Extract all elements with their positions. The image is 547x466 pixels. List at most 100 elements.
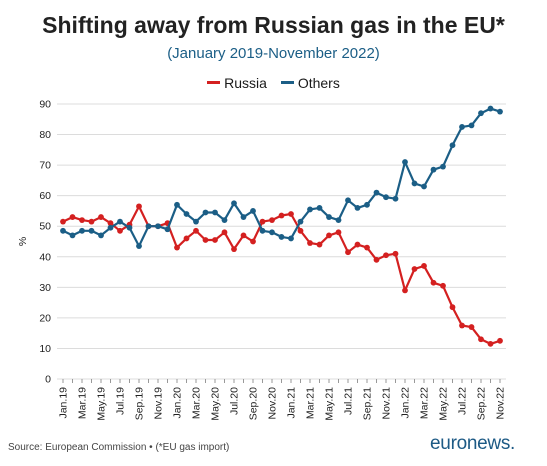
data-point-others: [155, 223, 161, 230]
x-tick-label: Nov.21: [381, 387, 393, 420]
data-point-others: [459, 124, 465, 130]
data-point-others: [497, 108, 503, 115]
data-point-russia: [402, 287, 408, 294]
x-tick-label: May.20: [210, 387, 222, 421]
data-point-russia: [459, 322, 465, 329]
chart-title: Shifting away from Russian gas in the EU…: [42, 12, 505, 38]
data-point-others: [345, 197, 351, 204]
x-tick-label: Jul.19: [115, 387, 127, 415]
x-tick-label: Jan.21: [286, 387, 298, 419]
x-tick-label: May.19: [96, 387, 108, 421]
data-point-others: [193, 218, 199, 225]
data-point-russia: [212, 237, 218, 243]
data-point-others: [107, 224, 114, 231]
data-point-russia: [79, 217, 85, 224]
data-point-russia: [278, 212, 285, 219]
data-point-russia: [345, 249, 351, 256]
data-point-others: [354, 204, 361, 211]
data-point-russia: [373, 256, 380, 263]
x-tick-label: Jan.19: [58, 387, 70, 419]
y-tick-label: 60: [39, 190, 51, 202]
data-point-russia: [316, 241, 323, 248]
data-point-russia: [392, 250, 399, 257]
data-point-others: [316, 204, 323, 211]
data-point-others: [468, 122, 475, 129]
data-point-others: [136, 243, 142, 249]
data-point-others: [392, 195, 399, 202]
data-point-russia: [297, 227, 304, 234]
y-tick-label: 70: [39, 160, 51, 172]
data-point-russia: [136, 203, 142, 210]
data-point-others: [183, 211, 190, 217]
data-point-others: [117, 218, 123, 225]
x-tick-label: Mar.19: [77, 387, 89, 419]
data-point-others: [221, 217, 228, 224]
data-point-others: [231, 200, 237, 207]
legend-item-others: Others: [280, 74, 340, 91]
data-point-others: [145, 223, 152, 230]
y-tick-label: 50: [39, 221, 51, 233]
x-tick-label: Sep.22: [476, 387, 488, 420]
data-point-russia: [98, 214, 104, 220]
data-point-russia: [307, 240, 313, 246]
data-point-russia: [60, 218, 66, 225]
data-point-russia: [487, 340, 494, 347]
data-point-others: [259, 227, 266, 234]
data-point-others: [421, 183, 427, 190]
data-point-russia: [430, 279, 437, 286]
x-tick-label: Nov.19: [153, 387, 165, 420]
legend-swatch-others: [280, 81, 294, 84]
legend-swatch-russia: [207, 81, 221, 84]
data-point-others: [278, 234, 285, 240]
data-point-others: [212, 209, 218, 216]
data-point-russia: [202, 237, 209, 243]
data-point-others: [88, 227, 95, 234]
data-point-russia: [221, 229, 228, 236]
data-point-russia: [497, 337, 503, 344]
data-point-russia: [69, 214, 76, 220]
x-tick-label: Jan.22: [400, 387, 412, 419]
data-point-russia: [269, 217, 275, 224]
x-tick-label: Mar.22: [419, 387, 431, 419]
x-tick-label: Mar.20: [191, 387, 203, 419]
data-point-russia: [240, 232, 247, 239]
data-point-russia: [411, 266, 418, 272]
data-point-russia: [478, 336, 484, 343]
data-point-others: [478, 110, 484, 117]
data-point-others: [126, 224, 133, 231]
data-point-russia: [231, 246, 237, 253]
x-tick-label: Jul.22: [457, 387, 469, 415]
data-point-others: [430, 166, 437, 173]
data-point-russia: [354, 241, 361, 248]
y-tick-label: 30: [39, 282, 51, 294]
data-point-russia: [383, 252, 389, 259]
data-point-russia: [107, 220, 114, 227]
data-point-others: [326, 214, 332, 220]
data-point-others: [383, 194, 389, 201]
y-tick-label: 80: [39, 129, 51, 141]
x-tick-label: Mar.21: [305, 387, 317, 419]
data-point-others: [269, 229, 275, 236]
logo-text: euronews: [430, 433, 511, 454]
data-point-others: [297, 218, 304, 225]
data-point-others: [411, 180, 418, 187]
legend-item-russia: Russia: [207, 75, 267, 91]
legend-label-others: Others: [297, 74, 340, 91]
data-point-russia: [335, 229, 342, 236]
x-tick-label: Nov.20: [267, 387, 279, 420]
data-point-others: [174, 201, 180, 208]
euronews-logo: euronews.: [430, 433, 515, 455]
data-point-others: [373, 189, 380, 196]
data-point-others: [487, 105, 494, 112]
data-point-russia: [421, 263, 427, 269]
data-point-russia: [174, 244, 180, 251]
legend-label-russia: Russia: [224, 74, 267, 91]
chart-subtitle: (January 2019-November 2022): [167, 45, 380, 62]
data-point-russia: [88, 218, 95, 225]
x-tick-label: Sep.19: [134, 387, 146, 420]
data-point-russia: [250, 238, 256, 245]
x-tick-label: Sep.20: [248, 387, 260, 420]
data-point-others: [449, 142, 456, 149]
data-point-others: [69, 232, 76, 239]
